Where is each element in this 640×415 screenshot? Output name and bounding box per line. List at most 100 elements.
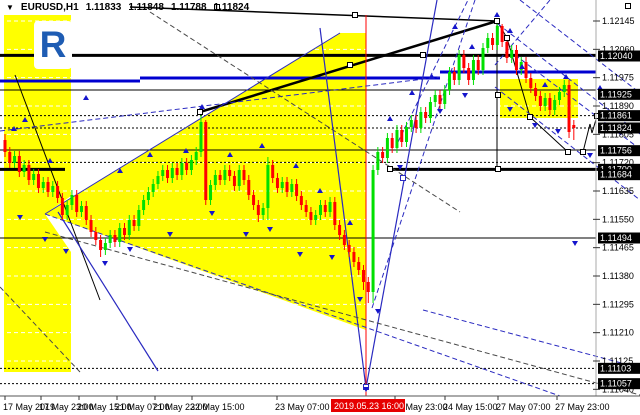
price-flag	[598, 88, 640, 100]
candle	[70, 195, 74, 205]
candle	[481, 48, 485, 70]
fractal-up-icon	[22, 117, 28, 122]
candle	[524, 62, 528, 78]
candle	[362, 270, 365, 282]
candle	[495, 26, 499, 45]
fractal-up-icon	[597, 85, 603, 90]
dashed-trend-line	[149, 11, 461, 213]
price-tick-label: 1.11805	[602, 129, 634, 139]
price-flag	[598, 232, 640, 244]
candle	[127, 220, 131, 235]
candle	[376, 152, 380, 170]
candle	[180, 163, 184, 175]
candle	[486, 38, 490, 48]
dashed-trend-line	[494, 86, 640, 201]
candle	[41, 182, 45, 188]
trend-line	[44, 32, 341, 215]
candle	[118, 228, 122, 242]
fractal-down-icon	[102, 261, 108, 266]
candle	[209, 185, 213, 200]
dashed-trend-line	[0, 286, 81, 373]
candle	[213, 175, 217, 185]
fractal-down-icon	[17, 215, 23, 220]
candle	[232, 176, 236, 186]
candle	[543, 98, 547, 106]
trend-line	[589, 123, 593, 134]
candle	[13, 156, 17, 163]
fractal-down-icon	[375, 309, 381, 314]
candle	[557, 92, 561, 100]
fractal-up-icon	[519, 64, 525, 69]
price-flag	[598, 50, 640, 62]
line-anchor-marker	[495, 92, 501, 98]
price-tick-label: 1.11465	[602, 243, 634, 253]
ohlc-high: 1.11848	[128, 2, 164, 13]
candle	[51, 186, 55, 192]
fractal-down-icon	[587, 153, 593, 158]
candle	[290, 184, 294, 192]
line-anchor-marker	[352, 12, 358, 18]
candle	[514, 50, 518, 70]
fractal-up-icon	[469, 44, 475, 49]
candle	[189, 160, 193, 170]
candle	[338, 225, 342, 235]
fractal-up-icon	[117, 168, 123, 173]
broker-logo-letter: R	[39, 24, 67, 65]
candle	[142, 200, 146, 210]
candle	[175, 168, 179, 175]
time-tick-label: 23 May 23:00	[393, 402, 448, 412]
price-tick-label: 1.11975	[602, 73, 634, 83]
candle	[304, 205, 308, 212]
fractal-down-icon	[572, 241, 578, 246]
event-time-flag-label: 2019.05.23 16:00	[334, 401, 404, 411]
fractal-down-icon	[507, 107, 513, 112]
candle	[285, 182, 289, 192]
candle	[151, 184, 155, 192]
fractal-down-icon	[397, 165, 403, 170]
candle	[572, 125, 576, 128]
candle	[170, 168, 174, 178]
fractal-down-icon	[267, 227, 273, 232]
fractal-down-icon	[462, 93, 468, 98]
fractal-up-icon	[11, 126, 17, 131]
time-tick-label: 23 May 07:00	[275, 402, 330, 412]
candle	[261, 208, 265, 215]
candle	[433, 95, 437, 102]
candle	[280, 182, 284, 188]
fractal-up-icon	[429, 74, 435, 79]
price-tick-label: 1.11210	[602, 328, 634, 338]
candle	[156, 176, 160, 184]
price-tick-label: 1.12060	[602, 44, 635, 54]
price-flag-label: 1.11824	[600, 123, 632, 133]
trend-line	[319, 27, 367, 389]
candle	[199, 122, 203, 152]
candle	[137, 210, 141, 226]
fractal-down-icon	[532, 123, 538, 128]
candle	[471, 60, 475, 80]
fractal-up-icon	[563, 74, 569, 79]
price-flag	[598, 169, 640, 181]
candle	[65, 205, 69, 215]
candle	[256, 205, 260, 215]
price-flag-label: 1.11057	[600, 379, 632, 389]
fractal-up-icon	[83, 95, 89, 100]
trend-line	[129, 6, 498, 22]
price-flag	[598, 110, 640, 122]
candle	[8, 152, 12, 163]
candle	[467, 68, 471, 80]
line-anchor-marker	[527, 114, 533, 120]
candle	[17, 156, 21, 172]
fractal-down-icon	[127, 247, 133, 252]
left-yellow-band	[4, 15, 71, 372]
price-tick-label: 1.11635	[602, 186, 634, 196]
candle	[395, 130, 399, 148]
chevron-down-icon[interactable]: ▼	[6, 3, 14, 12]
price-tick-label: 1.11040	[602, 384, 634, 394]
candle	[438, 95, 442, 104]
candle	[400, 130, 404, 142]
candle	[342, 235, 346, 245]
line-anchor-marker	[565, 149, 571, 155]
dashed-trend-line	[494, 0, 551, 66]
